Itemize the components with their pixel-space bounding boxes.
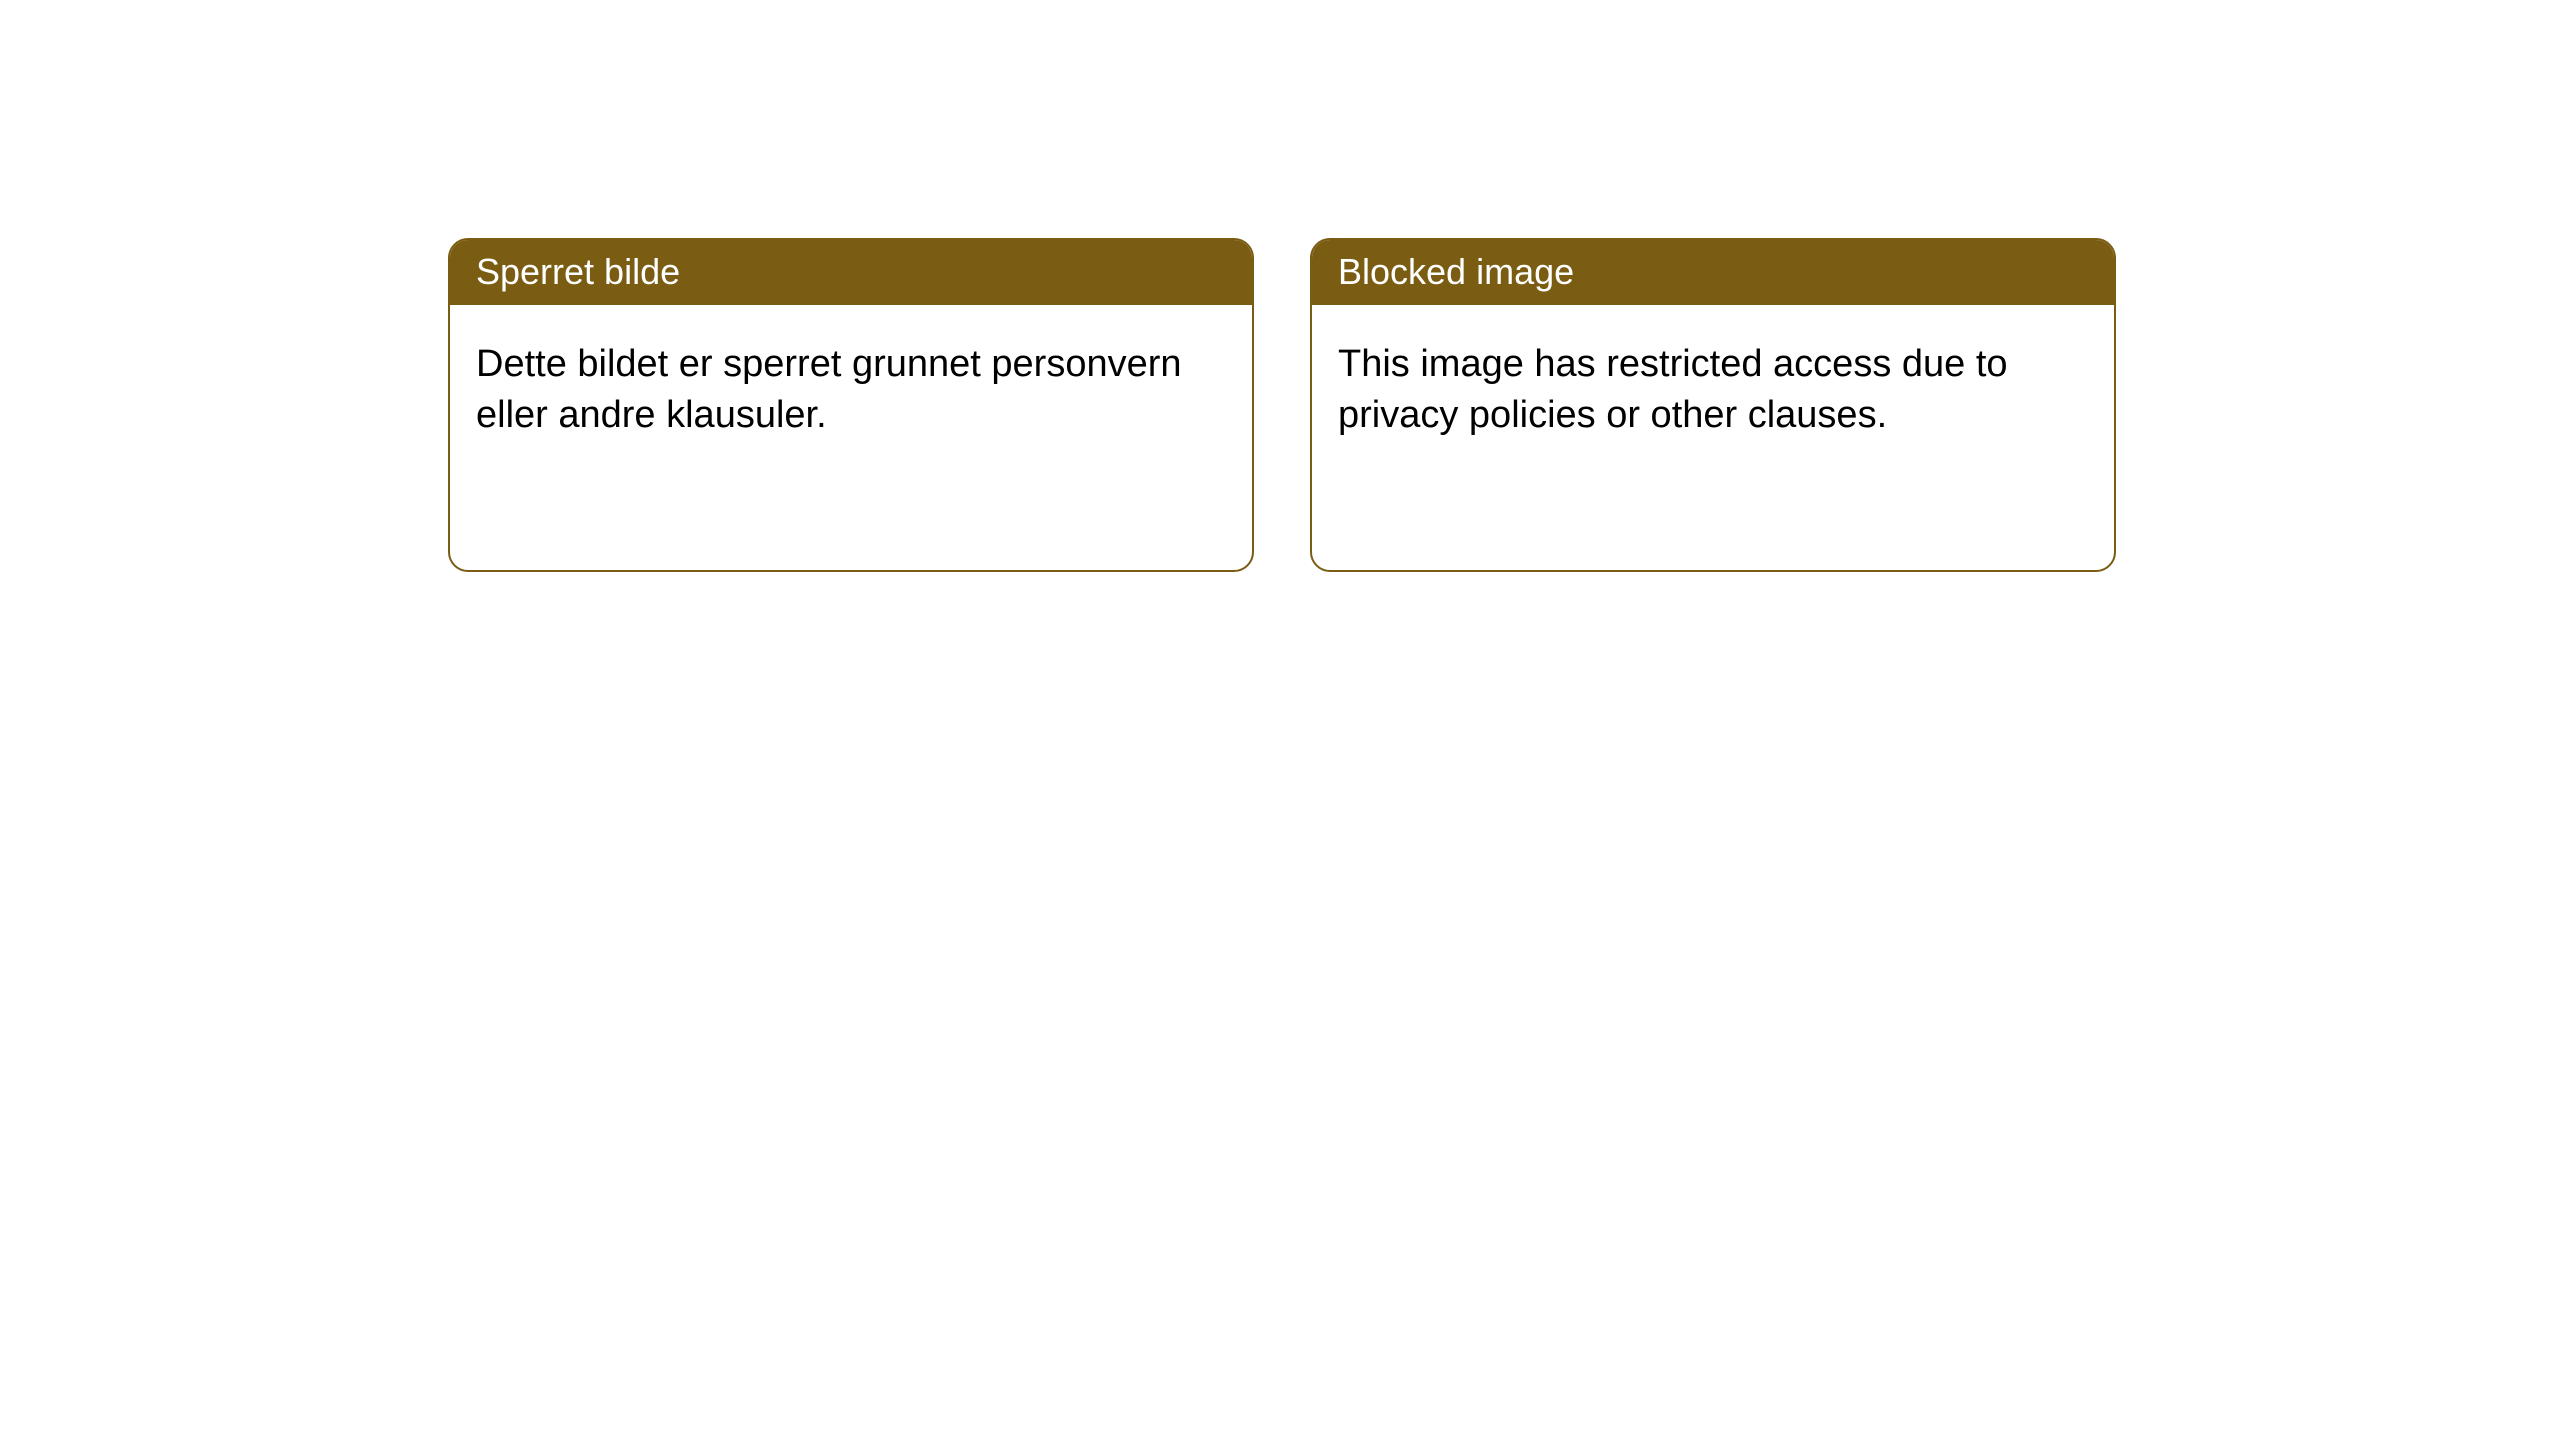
card-container: Sperret bilde Dette bildet er sperret gr… [0,0,2560,572]
blocked-image-card-no: Sperret bilde Dette bildet er sperret gr… [448,238,1254,572]
blocked-image-card-en: Blocked image This image has restricted … [1310,238,2116,572]
card-title: Blocked image [1312,240,2114,305]
card-body: This image has restricted access due to … [1312,305,2114,468]
card-title: Sperret bilde [450,240,1252,305]
card-body: Dette bildet er sperret grunnet personve… [450,305,1252,468]
